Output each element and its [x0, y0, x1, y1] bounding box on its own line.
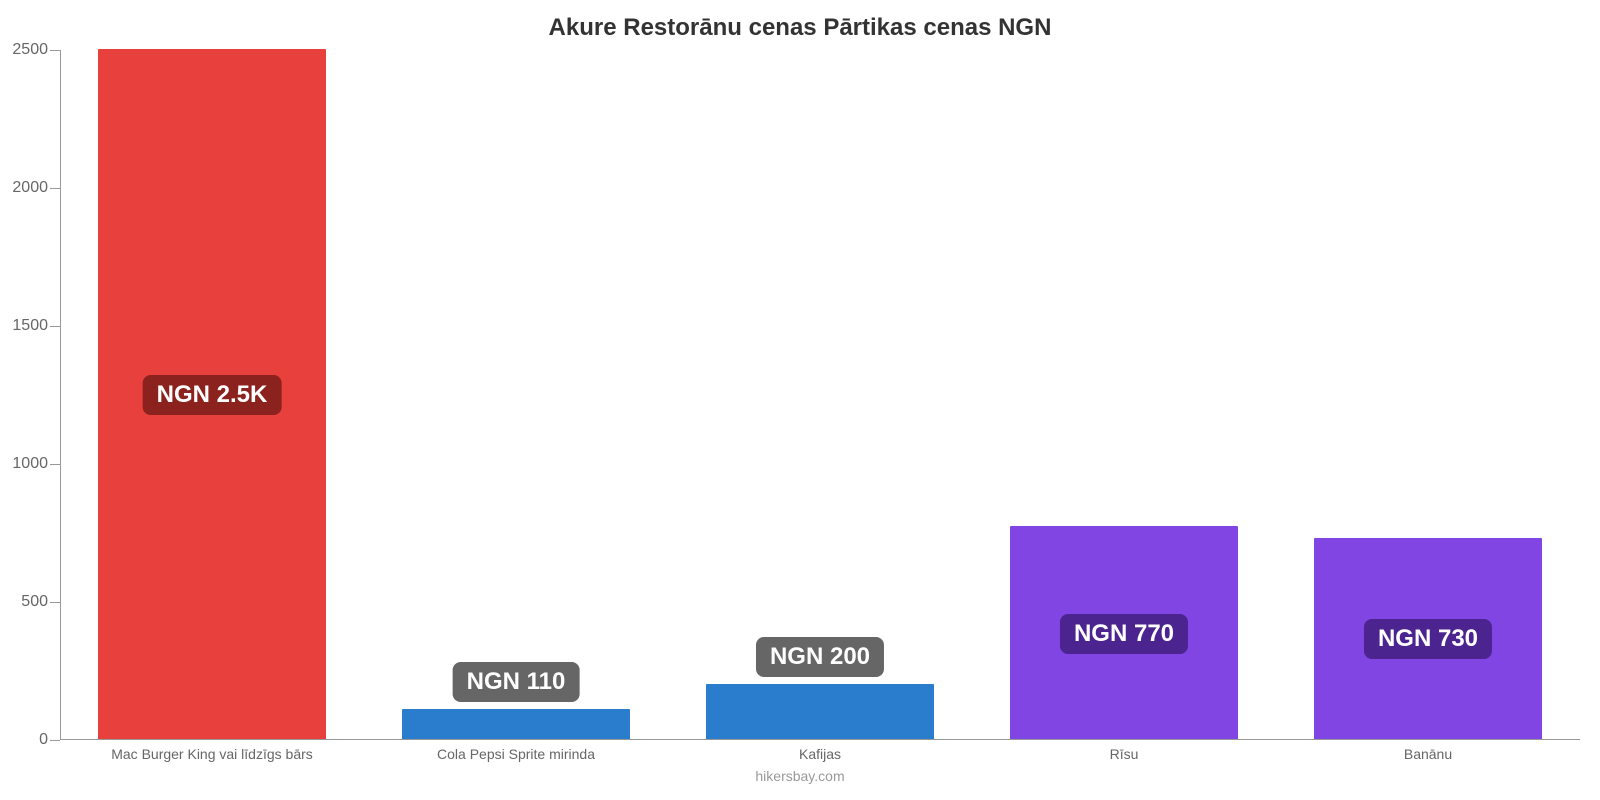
- y-tick-label: 0: [39, 731, 48, 749]
- bar-slot: NGN 770: [972, 50, 1276, 740]
- x-axis-label: Kafijas: [668, 740, 972, 763]
- bar: [402, 709, 630, 739]
- bar-slot: NGN 110: [364, 50, 668, 740]
- bar-value-badge: NGN 200: [756, 637, 884, 677]
- bar-value-badge: NGN 110: [453, 662, 580, 702]
- bar-value-badge: NGN 2.5K: [143, 375, 282, 415]
- y-tick-label: 1500: [12, 317, 48, 335]
- y-tick: [50, 740, 60, 741]
- plot-area: 05001000150020002500 NGN 2.5KNGN 110NGN …: [60, 50, 1580, 740]
- x-axis-label: Rīsu: [972, 740, 1276, 763]
- attribution-text: hikersbay.com: [0, 768, 1600, 784]
- bar-value-badge: NGN 770: [1060, 614, 1188, 654]
- y-tick: [50, 50, 60, 51]
- bar-slot: NGN 730: [1276, 50, 1580, 740]
- y-tick-label: 2000: [12, 179, 48, 197]
- x-axis-label: Mac Burger King vai līdzīgs bārs: [60, 740, 364, 763]
- x-axis-label: Banānu: [1276, 740, 1580, 763]
- bar: [706, 684, 934, 739]
- y-tick: [50, 188, 60, 189]
- chart-container: Akure Restorānu cenas Pārtikas cenas NGN…: [0, 0, 1600, 800]
- bar-value-badge: NGN 730: [1364, 619, 1492, 659]
- y-tick: [50, 602, 60, 603]
- bar-slot: NGN 200: [668, 50, 972, 740]
- chart-title: Akure Restorānu cenas Pārtikas cenas NGN: [0, 0, 1600, 42]
- bar-slot: NGN 2.5K: [60, 50, 364, 740]
- y-tick-label: 2500: [12, 41, 48, 59]
- y-tick: [50, 464, 60, 465]
- y-tick: [50, 326, 60, 327]
- bars-row: NGN 2.5K NGN 110 NGN 200 NGN 770 NGN 730: [60, 50, 1580, 740]
- y-tick-label: 1000: [12, 455, 48, 473]
- y-tick-label: 500: [21, 593, 48, 611]
- x-labels-row: Mac Burger King vai līdzīgs bārsCola Pep…: [60, 740, 1580, 763]
- x-axis-label: Cola Pepsi Sprite mirinda: [364, 740, 668, 763]
